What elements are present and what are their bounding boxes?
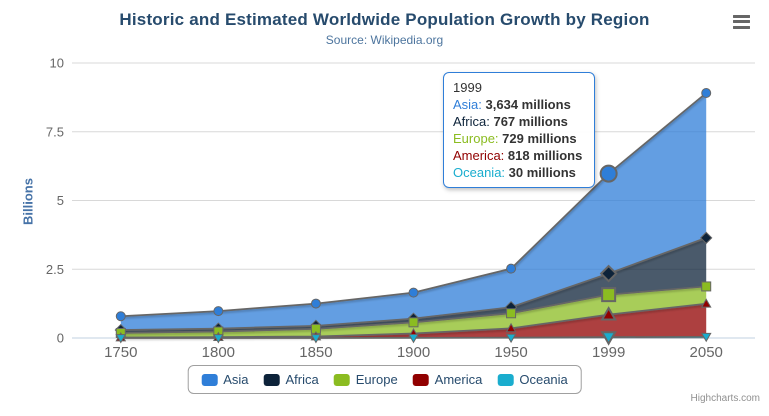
tooltip-series-value: 818 millions bbox=[507, 148, 583, 163]
legend-item-africa[interactable]: Africa bbox=[263, 372, 319, 387]
marker-europe-1950[interactable] bbox=[506, 308, 517, 319]
y-axis-title: Billions bbox=[20, 178, 36, 225]
tooltip-row: America: 818 millions bbox=[453, 147, 585, 164]
area-america[interactable] bbox=[120, 303, 707, 338]
marker-asia-1800[interactable] bbox=[213, 306, 224, 317]
x-axis-label: 1950 bbox=[494, 344, 527, 361]
tooltip-series-label: America: bbox=[453, 148, 505, 163]
legend-label: Asia bbox=[223, 372, 249, 387]
y-axis-label: 2.5 bbox=[46, 262, 64, 277]
x-axis-label: 1999 bbox=[592, 344, 625, 361]
marker-oceania-1999[interactable] bbox=[600, 331, 617, 346]
marker-america-2050[interactable] bbox=[700, 298, 712, 308]
chart-subtitle: Source: Wikipedia.org bbox=[325, 33, 444, 47]
tooltip-series-value: 767 millions bbox=[493, 114, 568, 129]
legend-label: Oceania bbox=[519, 372, 568, 387]
marker-oceania-1850[interactable] bbox=[310, 334, 322, 344]
marker-oceania-1750[interactable] bbox=[115, 334, 127, 344]
tooltip-series-label: Asia: bbox=[453, 97, 482, 112]
x-axis-label: 1900 bbox=[397, 344, 430, 361]
y-axis-label: 10 bbox=[50, 56, 64, 71]
x-axis-label: 1750 bbox=[104, 344, 137, 361]
x-axis-label: 2050 bbox=[690, 344, 723, 361]
legend-item-oceania[interactable]: Oceania bbox=[497, 372, 568, 387]
y-axis-label: 5 bbox=[57, 193, 64, 208]
marker-america-1999[interactable] bbox=[600, 306, 617, 321]
legend-item-asia[interactable]: Asia bbox=[201, 372, 249, 387]
x-axis-label: 1800 bbox=[202, 344, 235, 361]
legend-swatch-icon bbox=[333, 373, 350, 386]
legend: Asia Africa Europe America Oceania bbox=[187, 365, 582, 394]
marker-europe-1999[interactable] bbox=[601, 287, 617, 303]
marker-asia-1999[interactable] bbox=[599, 164, 618, 183]
marker-oceania-1950[interactable] bbox=[505, 333, 517, 344]
area-africa[interactable] bbox=[120, 237, 707, 333]
marker-asia-1900[interactable] bbox=[408, 287, 419, 298]
y-axis-label: 7.5 bbox=[46, 124, 64, 139]
tooltip-series-value: 729 millions bbox=[502, 131, 577, 146]
marker-america-1950[interactable] bbox=[505, 322, 517, 333]
tooltip-row: Asia: 3,634 millions bbox=[453, 96, 585, 113]
marker-oceania-2050[interactable] bbox=[700, 332, 712, 343]
credits-link[interactable]: Highcharts.com bbox=[690, 393, 760, 404]
area-asia[interactable] bbox=[120, 93, 707, 331]
marker-africa-1999[interactable] bbox=[599, 264, 618, 283]
legend-item-europe[interactable]: Europe bbox=[333, 372, 398, 387]
marker-oceania-1900[interactable] bbox=[408, 333, 419, 344]
tooltip-series-label: Oceania: bbox=[453, 165, 506, 180]
tooltip-row: Europe: 729 millions bbox=[453, 130, 585, 147]
marker-asia-1850[interactable] bbox=[310, 298, 321, 309]
marker-europe-2050[interactable] bbox=[701, 281, 712, 292]
tooltip-row: Oceania: 30 millions bbox=[453, 164, 585, 181]
hamburger-icon bbox=[733, 14, 751, 29]
legend-label: Africa bbox=[285, 372, 319, 387]
legend-swatch-icon bbox=[412, 373, 429, 386]
x-axis-label: 1850 bbox=[299, 344, 332, 361]
tooltip-series-label: Africa: bbox=[453, 114, 490, 129]
marker-asia-1950[interactable] bbox=[506, 263, 517, 274]
tooltip-series-label: Europe: bbox=[453, 131, 499, 146]
legend-item-america[interactable]: America bbox=[412, 372, 483, 387]
tooltip-series-value: 30 millions bbox=[508, 165, 576, 180]
marker-europe-1900[interactable] bbox=[408, 317, 419, 328]
marker-asia-1750[interactable] bbox=[115, 311, 126, 322]
legend-swatch-icon bbox=[201, 373, 218, 386]
legend-swatch-icon bbox=[497, 373, 514, 386]
tooltip-row: Africa: 767 millions bbox=[453, 113, 585, 130]
legend-swatch-icon bbox=[263, 373, 280, 386]
tooltip-header: 1999 bbox=[453, 80, 482, 95]
legend-label: America bbox=[434, 372, 483, 387]
y-axis-label: 0 bbox=[57, 331, 64, 346]
chart-title: Historic and Estimated Worldwide Populat… bbox=[119, 10, 650, 29]
tooltip-series-value: 3,634 millions bbox=[485, 97, 571, 112]
tooltip: 1999 Asia: 3,634 millions Africa: 767 mi… bbox=[443, 72, 595, 188]
legend-label: Europe bbox=[355, 372, 398, 387]
marker-africa-2050[interactable] bbox=[700, 231, 713, 245]
marker-oceania-1800[interactable] bbox=[212, 334, 224, 344]
export-menu-button[interactable] bbox=[730, 11, 754, 35]
marker-asia-2050[interactable] bbox=[701, 88, 712, 99]
